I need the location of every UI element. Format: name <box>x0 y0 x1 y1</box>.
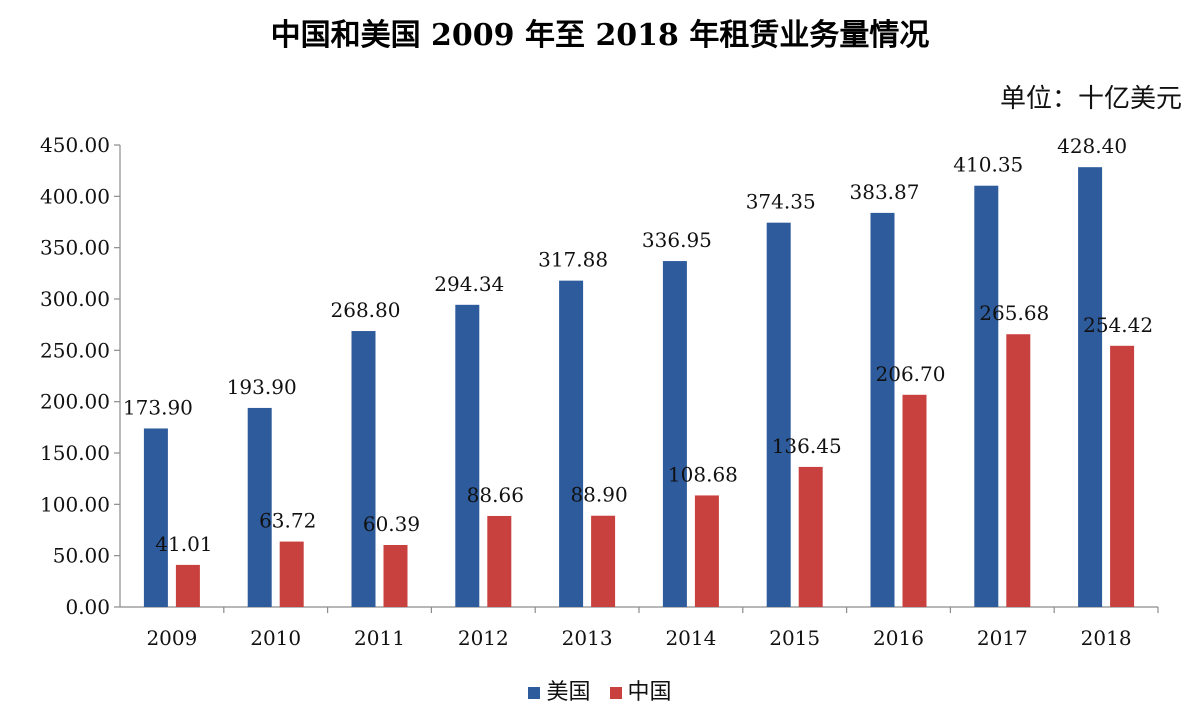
bar-usa <box>974 185 999 607</box>
x-tick-label: 2009 <box>146 626 197 650</box>
data-labels: 173.90 41.01 193.90 63.72 268.80 60.39 294.34 8… <box>123 134 1153 556</box>
y-tick-label: 450.00 <box>40 133 110 157</box>
data-label-china: 60.39 <box>363 512 420 536</box>
bar-usa <box>143 428 168 607</box>
data-label-usa: 374.35 <box>746 190 816 214</box>
x-tick-label: 2011 <box>354 626 405 650</box>
bar-usa <box>1078 167 1103 607</box>
y-tick-label: 50.00 <box>53 544 110 568</box>
data-label-china: 41.01 <box>155 532 212 556</box>
data-label-china: 108.68 <box>668 462 738 486</box>
data-label-usa: 173.90 <box>123 395 193 419</box>
data-label-china: 206.70 <box>876 362 946 386</box>
bar-china <box>591 515 616 607</box>
x-tick-label: 2013 <box>562 626 613 650</box>
bar-china <box>487 515 512 607</box>
bar-china <box>279 541 304 607</box>
y-tick-label: 250.00 <box>40 338 110 362</box>
bar-china <box>383 544 408 607</box>
data-label-usa: 428.40 <box>1057 134 1127 158</box>
legend-item-china: 中国 <box>609 674 672 706</box>
x-tick-label: 2016 <box>873 626 924 650</box>
y-tick-label: 150.00 <box>40 441 110 465</box>
bar-china <box>1006 334 1031 607</box>
bar-china <box>1110 345 1135 607</box>
data-label-china: 265.68 <box>979 301 1049 325</box>
x-tick-label: 2015 <box>769 626 820 650</box>
y-tick-label: 100.00 <box>40 492 110 516</box>
bar-usa <box>351 331 376 607</box>
x-tick-label: 2010 <box>250 626 301 650</box>
bar-china <box>902 394 927 607</box>
y-tick-label: 200.00 <box>40 390 110 414</box>
y-tick-label: 400.00 <box>40 184 110 208</box>
data-label-usa: 410.35 <box>953 153 1023 177</box>
data-label-usa: 268.80 <box>331 298 401 322</box>
bar-usa <box>455 304 480 607</box>
bar-usa <box>559 280 584 607</box>
legend-label-china: 中国 <box>627 680 672 705</box>
data-label-usa: 383.87 <box>850 180 920 204</box>
y-tick-label: 350.00 <box>40 236 110 260</box>
data-label-china: 136.45 <box>772 434 842 458</box>
bar-china <box>175 564 200 607</box>
bar-usa <box>766 222 791 607</box>
legend: 美国 中国 <box>0 674 1200 706</box>
data-label-usa: 294.34 <box>434 272 504 296</box>
x-tick-label: 2012 <box>458 626 509 650</box>
axes: 0.00 50.00 100.00 150.00 200.00 250.00 300.00 3… <box>40 133 1159 650</box>
data-label-china: 63.72 <box>259 509 316 533</box>
data-label-usa: 193.90 <box>227 375 297 399</box>
bar-china <box>798 466 823 607</box>
data-label-usa: 336.95 <box>642 228 712 252</box>
legend-swatch-china <box>609 687 622 699</box>
y-tick-label: 0.00 <box>65 595 110 619</box>
bars <box>143 167 1135 607</box>
data-label-china: 88.66 <box>467 483 524 507</box>
unit-label: 单位：十亿美元 <box>999 84 1182 114</box>
legend-item-usa: 美国 <box>528 674 591 706</box>
bar-usa <box>870 212 895 607</box>
x-tick-label: 2017 <box>977 626 1028 650</box>
legend-label-usa: 美国 <box>546 680 591 705</box>
chart-title: 中国和美国 2009 年至 2018 年租赁业务量情况 <box>270 18 930 53</box>
data-label-china: 88.90 <box>570 483 627 507</box>
legend-swatch-usa <box>528 687 541 699</box>
bar-usa <box>662 261 687 607</box>
bar-usa <box>247 407 272 607</box>
bar-china <box>694 495 719 607</box>
x-tick-label: 2014 <box>665 626 716 650</box>
y-tick-label: 300.00 <box>40 287 110 311</box>
data-label-usa: 317.88 <box>538 248 608 272</box>
x-tick-label: 2018 <box>1081 626 1132 650</box>
data-label-china: 254.42 <box>1083 313 1153 337</box>
